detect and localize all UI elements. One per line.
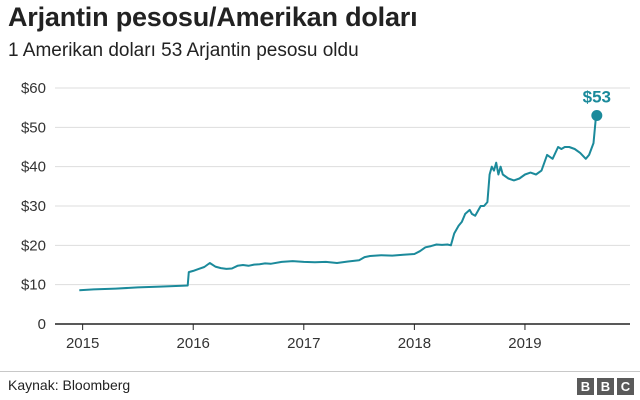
- chart-title: Arjantin pesosu/Amerikan doları: [8, 2, 418, 32]
- y-tick-label-10: $10: [21, 277, 46, 294]
- source-note: Kaynak: Bloomberg: [8, 377, 131, 393]
- chart-subtitle: 1 Amerikan doları 53 Arjantin pesosu old…: [8, 40, 359, 61]
- y-tick-label-60: $60: [21, 80, 46, 97]
- footer-divider: [0, 371, 640, 372]
- y-tick-label-30: $30: [21, 198, 46, 215]
- y-tick-label-40: $40: [21, 159, 46, 176]
- series-line-0: [79, 115, 598, 292]
- x-tick-label-2015: 2015: [66, 335, 99, 352]
- x-tick-label-2017: 2017: [287, 335, 320, 352]
- y-tick-label-0: 0: [38, 316, 46, 333]
- y-tick-label-20: $20: [21, 237, 46, 254]
- bbc-logo: B B C: [577, 378, 634, 395]
- bbc-logo-letter-b1: B: [577, 378, 594, 395]
- callout-point: [591, 110, 603, 122]
- bbc-logo-letter-c: C: [617, 378, 634, 395]
- x-tick-label-2018: 2018: [398, 335, 431, 352]
- x-tick-label-2016: 2016: [177, 335, 210, 352]
- x-tick-label-2019: 2019: [508, 335, 541, 352]
- bbc-logo-letter-b2: B: [597, 378, 614, 395]
- callout-label: $53: [583, 88, 611, 107]
- y-tick-label-50: $50: [21, 119, 46, 136]
